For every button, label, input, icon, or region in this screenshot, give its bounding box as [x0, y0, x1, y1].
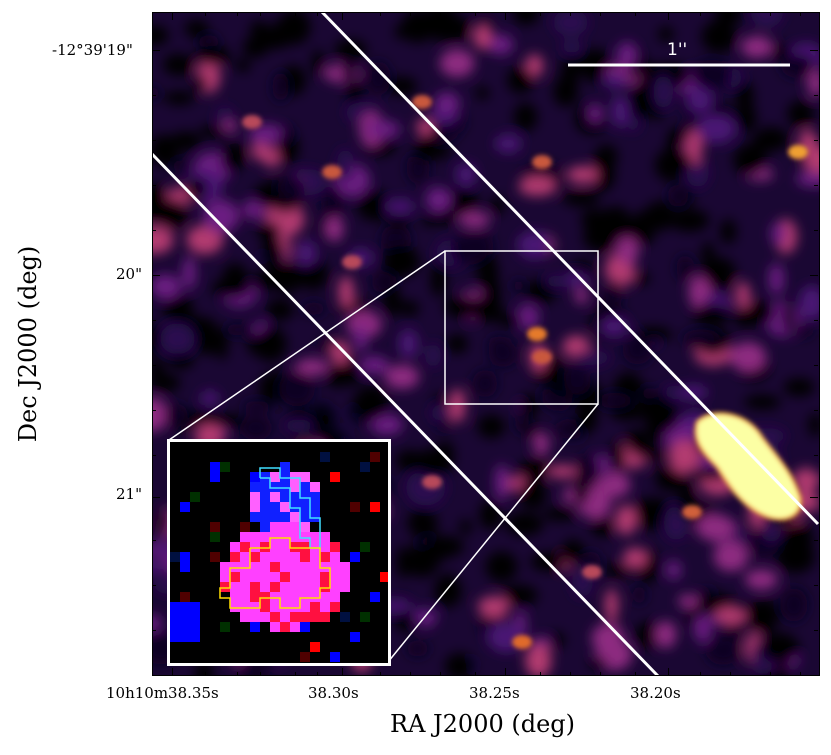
tick-mark [700, 12, 701, 16]
tick-mark [295, 672, 296, 676]
tick-mark [410, 12, 411, 16]
x-tick-label: 38.30s [308, 684, 359, 702]
tick-mark [540, 672, 541, 676]
tick-mark [295, 12, 296, 16]
tick-mark [810, 275, 818, 276]
tick-mark [800, 672, 801, 676]
tick-mark [635, 12, 636, 16]
x-tick-label: 10h10m38.35s [106, 684, 219, 702]
tick-mark [814, 365, 818, 366]
tick-mark [237, 672, 238, 676]
tick-mark [152, 410, 156, 411]
scale-bar-label: 1'' [667, 40, 688, 60]
y-tick-label: -12°39'19" [52, 41, 133, 59]
x-tick-label: 38.20s [630, 684, 681, 702]
tick-mark [814, 95, 818, 96]
y-axis-title: Dec J2000 (deg) [14, 245, 42, 443]
tick-mark [152, 630, 156, 631]
x-tick-label: 38.25s [469, 684, 520, 702]
tick-mark [152, 497, 160, 498]
tick-mark [152, 320, 156, 321]
tick-mark [205, 672, 206, 676]
tick-mark [260, 672, 261, 676]
tick-mark [475, 12, 476, 16]
tick-mark [730, 672, 731, 676]
tick-mark [668, 668, 669, 676]
tick-mark [814, 540, 818, 541]
tick-mark [810, 50, 818, 51]
tick-mark [380, 12, 381, 16]
tick-mark [730, 12, 731, 16]
tick-mark [570, 672, 571, 676]
tick-mark [152, 230, 156, 231]
tick-mark [770, 672, 771, 676]
tick-mark [814, 585, 818, 586]
tick-mark [700, 672, 701, 676]
tick-mark [152, 50, 160, 51]
tick-mark [814, 455, 818, 456]
tick-mark [380, 672, 381, 676]
tick-mark [317, 672, 318, 676]
tick-mark [814, 140, 818, 141]
tick-mark [172, 668, 173, 676]
inset-pixels [170, 452, 388, 662]
tick-mark [342, 12, 343, 20]
tick-mark [814, 630, 818, 631]
tick-mark [505, 668, 506, 676]
tick-mark [152, 140, 156, 141]
tick-mark [410, 672, 411, 676]
tick-mark [152, 540, 156, 541]
inset-rgb-zoom [167, 439, 391, 666]
tick-mark [205, 12, 206, 16]
tick-mark [440, 12, 441, 16]
tick-mark [814, 185, 818, 186]
tick-mark [770, 12, 771, 16]
tick-mark [800, 12, 801, 16]
tick-mark [635, 672, 636, 676]
tick-mark [152, 455, 156, 456]
tick-mark [260, 12, 261, 16]
tick-mark [505, 12, 506, 20]
tick-mark [600, 672, 601, 676]
tick-mark [814, 230, 818, 231]
tick-mark [440, 672, 441, 676]
y-tick-label: 20" [116, 265, 142, 283]
tick-mark [152, 185, 156, 186]
tick-mark [152, 95, 156, 96]
tick-mark [317, 12, 318, 16]
tick-mark [600, 12, 601, 16]
tick-mark [152, 365, 156, 366]
x-axis-title: RA J2000 (deg) [390, 710, 576, 738]
tick-mark [342, 668, 343, 676]
tick-mark [814, 320, 818, 321]
y-tick-label: 21" [116, 485, 142, 503]
tick-mark [475, 672, 476, 676]
tick-mark [152, 275, 160, 276]
tick-mark [237, 12, 238, 16]
tick-mark [810, 497, 818, 498]
tick-mark [172, 12, 173, 20]
tick-mark [570, 12, 571, 16]
tick-mark [540, 12, 541, 16]
tick-mark [668, 12, 669, 20]
tick-mark [814, 410, 818, 411]
tick-mark [152, 585, 156, 586]
